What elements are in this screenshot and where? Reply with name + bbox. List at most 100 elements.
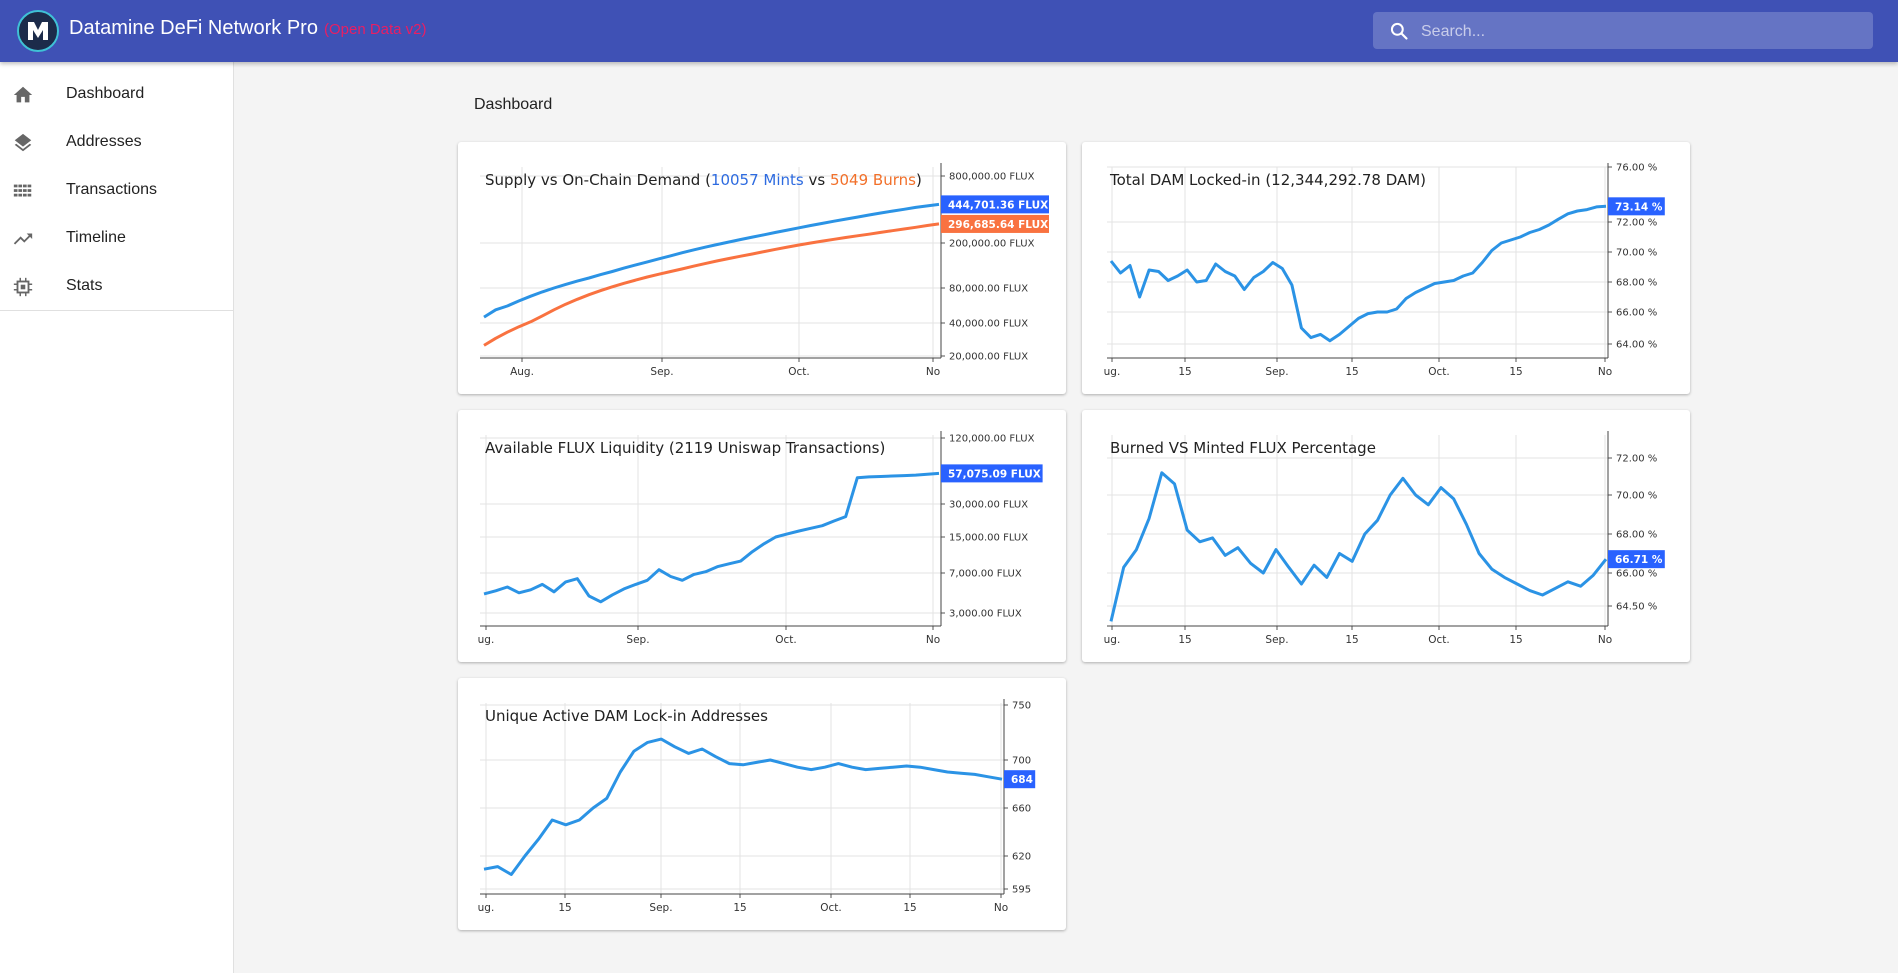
last-value-label: 296,685.64 FLUX bbox=[948, 219, 1048, 231]
last-value-label: 57,075.09 FLUX bbox=[948, 468, 1041, 480]
y-tick-label: 200,000.00 FLUX bbox=[949, 239, 1035, 250]
x-tick-label: ug. bbox=[478, 634, 495, 646]
y-tick-label: 3,000.00 FLUX bbox=[949, 609, 1022, 620]
locked-chart-card: ug. 15 Sep. 15 Oct. 15 No 76.00 % 72.00 % 70.00 %… bbox=[1082, 142, 1690, 394]
last-value-badge bbox=[941, 195, 1049, 214]
x-tick-label: No bbox=[926, 366, 940, 378]
x-tick-label: Aug. bbox=[510, 366, 534, 378]
x-tick-label: 15 bbox=[1345, 634, 1358, 646]
burned-chart-title: Burned VS Minted FLUX Percentage bbox=[1110, 439, 1376, 457]
burned-chart[interactable]: ug. 15 Sep. 15 Oct. 15 No 72.00 % 70.00 % 68.00 %… bbox=[1082, 410, 1690, 662]
x-tick-label: 15 bbox=[903, 902, 916, 914]
y-tick-label: 620 bbox=[1012, 852, 1031, 863]
y-tick-label: 30,000.00 FLUX bbox=[949, 500, 1028, 511]
page-title: Dashboard bbox=[474, 96, 553, 113]
last-value-badge bbox=[1608, 550, 1665, 569]
y-tick-label: 72.00 % bbox=[1616, 218, 1657, 229]
x-tick-label: No bbox=[1598, 634, 1612, 646]
y-tick-label: 68.00 % bbox=[1616, 530, 1657, 541]
x-tick-label: Sep. bbox=[1265, 634, 1288, 646]
x-tick-label: 15 bbox=[1509, 366, 1522, 378]
x-tick-label: ug. bbox=[1104, 634, 1121, 646]
sidebar-item-dashboard[interactable]: Dashboard bbox=[0, 70, 233, 118]
y-tick-label: 700 bbox=[1012, 756, 1031, 767]
locked-chart-title: Total DAM Locked-in (12,344,292.78 DAM) bbox=[1110, 171, 1427, 189]
layers-icon bbox=[14, 133, 32, 152]
mints-count-label: 10057 Mints bbox=[710, 171, 804, 189]
supply-chart-card: Aug. Sep. Oct. No 800,000.00 FLUX 200,000.00 … bbox=[458, 142, 1066, 394]
x-tick-label: ug. bbox=[478, 902, 495, 914]
last-value-badge bbox=[1004, 770, 1036, 789]
supply-chart-title: Supply vs On-Chain Demand (10057 Mints v… bbox=[485, 171, 922, 189]
chart-grid: Aug. Sep. Oct. No 800,000.00 FLUX 200,000.00 … bbox=[480, 163, 1035, 378]
x-tick-label: 15 bbox=[1345, 366, 1358, 378]
sidebar-item-timeline[interactable]: Timeline bbox=[0, 214, 233, 262]
unique-chart-card: ug. 15 Sep. 15 Oct. 15 No 750 700 660 620 595 684 Un… bbox=[458, 678, 1066, 930]
supply-title-prefix: Supply vs On-Chain Demand ( bbox=[485, 171, 711, 189]
y-tick-label: 80,000.00 FLUX bbox=[949, 284, 1028, 295]
x-tick-label: Sep. bbox=[626, 634, 649, 646]
liquidity-chart-title: Available FLUX Liquidity (2119 Uniswap T… bbox=[485, 439, 886, 457]
supply-title-vs: vs bbox=[803, 171, 830, 189]
x-tick-label: Sep. bbox=[1265, 366, 1288, 378]
x-tick-label: 15 bbox=[733, 902, 746, 914]
burned-chart-card: ug. 15 Sep. 15 Oct. 15 No 72.00 % 70.00 % 68.00 %… bbox=[1082, 410, 1690, 662]
grid-icon bbox=[13, 184, 32, 197]
series-line-burns bbox=[483, 222, 940, 347]
y-tick-label: 72.00 % bbox=[1616, 454, 1657, 465]
chart-grid: ug. 15 Sep. 15 Oct. 15 No 72.00 % 70.00 % 68.00 %… bbox=[1104, 431, 1657, 646]
sidebar: Dashboard Addresses Transactions Timelin… bbox=[0, 62, 234, 973]
y-tick-label: 7,000.00 FLUX bbox=[949, 569, 1022, 580]
x-tick-label: 15 bbox=[1178, 366, 1191, 378]
unique-chart[interactable]: ug. 15 Sep. 15 Oct. 15 No 750 700 660 620 595 684 bbox=[458, 678, 1066, 930]
last-value-label: 444,701.36 FLUX bbox=[948, 199, 1048, 211]
sidebar-item-label: Dashboard bbox=[66, 85, 145, 102]
y-tick-label: 15,000.00 FLUX bbox=[949, 533, 1028, 544]
series-line-addresses bbox=[483, 737, 1003, 876]
x-tick-label: Oct. bbox=[1428, 634, 1450, 646]
y-tick-label: 800,000.00 FLUX bbox=[949, 172, 1035, 183]
supply-chart[interactable]: Aug. Sep. Oct. No 800,000.00 FLUX 200,000.00 … bbox=[458, 142, 1066, 394]
x-tick-label: Sep. bbox=[649, 902, 672, 914]
y-tick-label: 40,000.00 FLUX bbox=[949, 319, 1028, 330]
sidebar-item-label: Timeline bbox=[66, 229, 126, 246]
y-tick-label: 750 bbox=[1012, 701, 1031, 712]
x-tick-label: Oct. bbox=[775, 634, 797, 646]
last-value-label: 684 bbox=[1011, 774, 1033, 786]
supply-title-suffix: ) bbox=[915, 171, 922, 189]
sidebar-item-label: Addresses bbox=[66, 133, 142, 150]
x-tick-label: Sep. bbox=[650, 366, 673, 378]
datamine-logo-icon[interactable] bbox=[17, 10, 59, 52]
search-input[interactable] bbox=[1419, 12, 1863, 51]
sidebar-item-label: Transactions bbox=[66, 181, 157, 198]
x-tick-label: 15 bbox=[558, 902, 571, 914]
app-bar: Datamine DeFi Network Pro (Open Data v2) bbox=[0, 0, 1898, 62]
sidebar-item-addresses[interactable]: Addresses bbox=[0, 118, 233, 166]
x-tick-label: 15 bbox=[1178, 634, 1191, 646]
app-title: Datamine DeFi Network Pro (Open Data v2) bbox=[69, 17, 427, 40]
unique-chart-title: Unique Active DAM Lock-in Addresses bbox=[485, 707, 768, 725]
burns-count-label: 5049 Burns bbox=[829, 171, 916, 189]
locked-chart[interactable]: ug. 15 Sep. 15 Oct. 15 No 76.00 % 72.00 % 70.00 %… bbox=[1082, 142, 1690, 394]
chip-icon bbox=[13, 277, 33, 297]
liquidity-chart[interactable]: ug. Sep. Oct. No 120,000.00 FLUX 30,000.00 FL… bbox=[458, 410, 1066, 662]
sidebar-item-stats[interactable]: Stats bbox=[0, 262, 233, 310]
app-title-text: Datamine DeFi Network Pro bbox=[69, 17, 318, 39]
last-value-label: 73.14 % bbox=[1615, 201, 1663, 213]
home-icon bbox=[13, 86, 33, 103]
y-tick-label: 660 bbox=[1012, 804, 1031, 815]
last-value-badge bbox=[1608, 197, 1665, 216]
x-tick-label: Oct. bbox=[1428, 366, 1450, 378]
y-tick-label: 64.00 % bbox=[1616, 340, 1657, 351]
x-tick-label: No bbox=[994, 902, 1008, 914]
y-tick-label: 66.00 % bbox=[1616, 308, 1657, 319]
liquidity-chart-card: ug. Sep. Oct. No 120,000.00 FLUX 30,000.00 FL… bbox=[458, 410, 1066, 662]
chart-grid: ug. 15 Sep. 15 Oct. 15 No 76.00 % 72.00 % 70.00 %… bbox=[1104, 163, 1658, 379]
search-box[interactable] bbox=[1373, 12, 1873, 51]
last-value-badge bbox=[941, 214, 1049, 233]
sidebar-item-transactions[interactable]: Transactions bbox=[0, 166, 233, 214]
series-line-mints bbox=[483, 202, 940, 319]
x-tick-label: No bbox=[926, 634, 940, 646]
chart-grid: ug. 15 Sep. 15 Oct. 15 No 750 700 660 620 595 bbox=[478, 699, 1031, 914]
y-tick-label: 70.00 % bbox=[1616, 491, 1657, 502]
